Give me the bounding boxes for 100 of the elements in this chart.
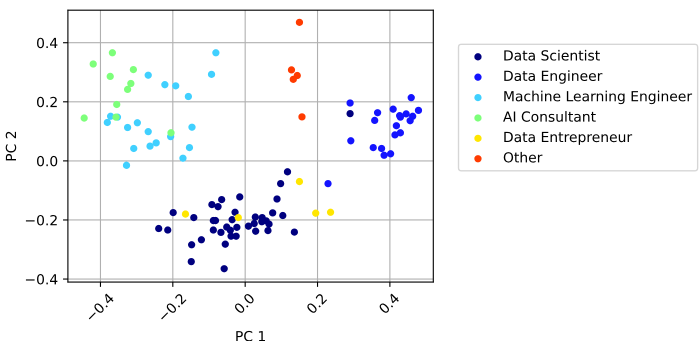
point — [346, 110, 354, 118]
point — [264, 226, 272, 234]
point — [167, 129, 175, 136]
point — [390, 106, 397, 113]
legend-label: AI Consultant — [503, 111, 596, 122]
point — [402, 110, 410, 118]
point — [218, 196, 226, 204]
point — [212, 49, 220, 56]
point — [347, 137, 354, 144]
point — [122, 162, 130, 169]
point — [252, 213, 259, 221]
point — [294, 72, 301, 80]
x-tick-label: 0.4 — [378, 292, 400, 314]
point — [391, 131, 399, 139]
point — [284, 168, 292, 176]
point — [279, 212, 286, 220]
y-tick-label: −0.2 — [26, 214, 57, 226]
point — [408, 94, 415, 102]
point — [170, 208, 177, 216]
point — [346, 99, 354, 107]
point — [80, 114, 88, 122]
point — [414, 106, 422, 114]
point — [104, 118, 111, 126]
point — [312, 210, 320, 217]
point — [290, 76, 297, 83]
y-tick-label: −0.4 — [26, 274, 58, 285]
point — [106, 72, 114, 80]
point — [208, 200, 216, 208]
point — [406, 117, 414, 124]
point — [179, 154, 187, 162]
point — [220, 265, 228, 272]
point — [392, 122, 400, 130]
point — [370, 144, 377, 152]
point — [378, 144, 386, 152]
point — [396, 129, 404, 136]
point — [113, 100, 120, 108]
point — [198, 236, 206, 244]
point — [296, 18, 304, 26]
point — [276, 180, 284, 188]
x-tick-label: 0.2 — [306, 292, 328, 314]
point — [172, 82, 180, 90]
point — [236, 193, 244, 201]
point — [146, 142, 154, 150]
point — [326, 208, 334, 216]
point — [208, 70, 216, 78]
point — [124, 124, 132, 132]
point — [244, 222, 252, 230]
point — [234, 214, 242, 222]
point — [374, 109, 382, 116]
point — [90, 60, 97, 68]
point — [250, 220, 258, 228]
point — [214, 203, 222, 210]
point — [380, 152, 388, 159]
y-tick-label: 0.4 — [37, 38, 58, 48]
point — [155, 224, 162, 232]
point — [161, 81, 168, 88]
point — [265, 220, 273, 228]
point — [233, 224, 240, 231]
point — [188, 241, 196, 248]
point — [298, 113, 306, 121]
point — [124, 86, 132, 94]
point — [217, 228, 225, 236]
point — [386, 150, 394, 158]
point — [184, 92, 192, 100]
point — [371, 116, 378, 124]
point — [228, 216, 236, 224]
point — [182, 210, 190, 218]
point — [222, 240, 229, 248]
point — [152, 139, 160, 147]
point — [108, 49, 116, 56]
legend-label: Data Scientist — [504, 50, 600, 61]
point — [210, 226, 217, 234]
legend-label: Data Entrepreneur — [504, 132, 632, 145]
point — [190, 214, 198, 222]
legend-label: Data Engineer — [504, 70, 602, 84]
point — [290, 228, 298, 236]
point — [188, 124, 196, 131]
point — [130, 66, 138, 74]
point — [231, 208, 239, 216]
legend-label: Other — [504, 152, 542, 163]
y-tick-label: 0.0 — [37, 156, 58, 166]
point — [288, 66, 296, 74]
point — [269, 209, 276, 217]
point — [324, 180, 332, 188]
y-tick-label: 0.2 — [37, 96, 57, 108]
y-axis-title: PC 2 — [6, 132, 16, 160]
x-tick-label: 0.0 — [233, 292, 256, 314]
point — [273, 195, 281, 203]
x-axis-title: PC 1 — [236, 330, 265, 341]
point — [134, 119, 142, 126]
point — [296, 178, 304, 186]
point — [226, 226, 234, 234]
point — [188, 258, 195, 266]
point — [252, 228, 260, 235]
point — [144, 128, 152, 136]
legend-label: Machine Learning Engineer — [504, 90, 692, 104]
point — [186, 144, 194, 152]
point — [164, 226, 172, 234]
point — [130, 144, 138, 152]
point — [127, 80, 134, 88]
